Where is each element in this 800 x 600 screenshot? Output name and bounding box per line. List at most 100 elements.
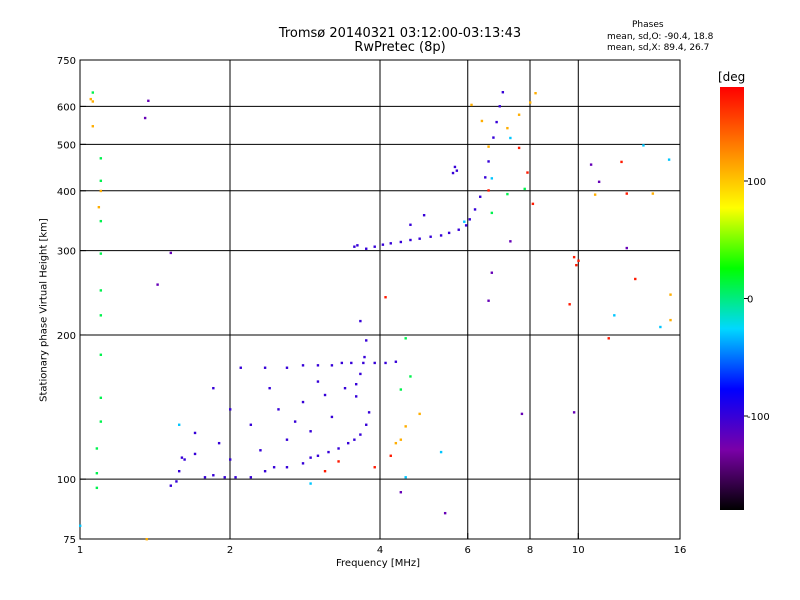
data-point	[384, 361, 387, 365]
x-axis-label: Frequency [MHz]	[336, 558, 421, 569]
data-point	[572, 255, 576, 259]
data-point	[399, 388, 403, 391]
data-point	[509, 136, 512, 140]
data-point	[399, 240, 403, 244]
data-point	[353, 245, 356, 248]
data-point	[147, 99, 150, 103]
data-point	[356, 244, 359, 247]
data-point	[354, 395, 358, 398]
data-point	[404, 337, 407, 340]
data-point	[239, 366, 242, 369]
data-point	[99, 420, 103, 423]
data-point	[593, 193, 597, 196]
data-point	[490, 211, 494, 215]
data-point	[272, 466, 276, 469]
data-point	[443, 511, 447, 515]
data-point	[381, 243, 385, 246]
data-point	[99, 189, 103, 193]
data-point	[263, 366, 267, 369]
data-point	[409, 375, 412, 378]
data-point	[229, 408, 232, 411]
data-point	[399, 491, 403, 494]
data-point	[95, 472, 99, 475]
y-tick-label: 300	[57, 247, 76, 258]
data-point	[373, 361, 376, 365]
data-point	[484, 176, 487, 179]
data-point	[509, 240, 512, 243]
data-point	[217, 441, 221, 445]
data-point	[301, 400, 305, 404]
data-point	[323, 469, 327, 473]
data-point	[409, 223, 412, 226]
data-point	[183, 458, 186, 461]
data-point	[373, 245, 376, 248]
data-point	[487, 160, 490, 163]
data-point	[327, 450, 330, 454]
data-point	[625, 246, 628, 250]
data-point	[439, 450, 443, 454]
data-point	[473, 208, 477, 211]
data-point	[418, 237, 421, 240]
data-point	[659, 325, 662, 329]
y-tick-label: 600	[57, 102, 76, 113]
data-point	[337, 447, 340, 450]
data-point	[353, 438, 356, 441]
data-point	[501, 91, 505, 94]
data-point	[642, 144, 645, 147]
data-point	[249, 476, 253, 479]
data-point	[526, 171, 529, 174]
data-point	[229, 458, 232, 461]
data-point	[531, 202, 535, 206]
data-point	[91, 91, 95, 94]
data-point	[487, 145, 490, 148]
chart-subtitle: RwPretec (8p)	[354, 40, 446, 55]
data-point	[373, 466, 376, 469]
colorbar	[720, 87, 744, 510]
data-point	[346, 441, 350, 445]
data-point	[316, 454, 320, 457]
data-point	[498, 105, 501, 108]
data-point	[457, 228, 460, 231]
data-point	[91, 100, 95, 103]
data-point	[613, 314, 616, 317]
phase-stats-x-mode: mean, sd,X: 89.4, 26.7	[607, 43, 710, 53]
data-point	[620, 160, 623, 164]
data-point	[447, 231, 451, 235]
data-point	[517, 113, 521, 116]
data-point	[517, 146, 521, 150]
data-point	[529, 101, 532, 104]
colorbar-unit-label: [deg	[718, 70, 746, 84]
y-tick-label: 200	[57, 331, 76, 342]
data-point	[259, 449, 262, 452]
data-point	[523, 187, 526, 191]
data-point	[669, 318, 672, 322]
data-point	[463, 220, 466, 223]
x-tick-label: 16	[674, 545, 687, 556]
data-point	[520, 412, 524, 416]
data-point	[362, 361, 365, 365]
data-point	[180, 456, 184, 459]
data-point	[506, 126, 509, 130]
data-point	[480, 119, 484, 123]
data-point	[389, 242, 392, 245]
phase-stats-o-mode: mean, sd,O: -90.4, 18.8	[607, 32, 714, 42]
data-point	[534, 91, 537, 95]
data-point	[268, 386, 271, 390]
x-tick-label: 8	[527, 545, 533, 556]
data-point	[394, 441, 398, 445]
data-point	[359, 319, 362, 323]
data-point	[99, 353, 103, 356]
data-point	[429, 235, 432, 238]
data-point	[99, 219, 103, 223]
data-point	[409, 238, 412, 242]
data-point	[577, 259, 580, 262]
data-point	[301, 462, 305, 465]
data-point	[212, 474, 215, 477]
data-point	[575, 263, 578, 267]
data-point	[309, 482, 312, 485]
data-point	[285, 438, 289, 441]
data-point	[263, 469, 267, 473]
colorbar-tick-label: -100	[747, 412, 770, 423]
data-point	[169, 484, 173, 487]
